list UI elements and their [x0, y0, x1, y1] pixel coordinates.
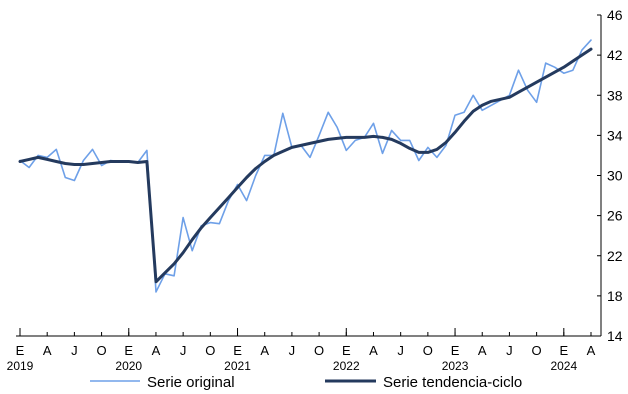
y-tick-label: 30	[607, 168, 623, 184]
x-tick-label: E	[16, 343, 25, 358]
y-tick-label: 34	[607, 127, 623, 143]
x-tick-label: O	[423, 343, 433, 358]
x-year-label: 2019	[7, 359, 34, 373]
x-tick-label: A	[260, 343, 269, 358]
x-year-label: 2020	[115, 359, 142, 373]
x-axis-ticks: E A J O E A J O E A J O E A J O E A J O E A 2019 2020 2021 2022 20…	[7, 328, 596, 373]
x-year-label: 2023	[442, 359, 469, 373]
x-tick-label: E	[451, 343, 460, 358]
x-tick-label: A	[587, 343, 596, 358]
x-tick-label: J	[71, 343, 78, 358]
x-tick-label: A	[152, 343, 161, 358]
x-tick-label: E	[342, 343, 351, 358]
x-tick-label: E	[124, 343, 133, 358]
x-tick-label: J	[289, 343, 296, 358]
x-tick-label: E	[559, 343, 568, 358]
x-year-label: 2024	[550, 359, 577, 373]
series-line-trend	[18, 47, 593, 284]
x-tick-label: J	[397, 343, 404, 358]
x-tick-label: O	[97, 343, 107, 358]
y-tick-label: 18	[607, 288, 623, 304]
x-tick-label: J	[180, 343, 187, 358]
y-tick-label: 42	[607, 47, 623, 63]
x-year-label: 2022	[333, 359, 360, 373]
x-tick-label: A	[43, 343, 52, 358]
x-tick-label: O	[532, 343, 542, 358]
x-tick-label: E	[233, 343, 242, 358]
series-layer	[18, 39, 593, 293]
y-tick-label: 22	[607, 248, 623, 264]
x-tick-label: A	[478, 343, 487, 358]
legend: Serie original Serie tendencia-ciclo	[90, 374, 522, 391]
legend-label-trend: Serie tendencia-ciclo	[383, 374, 522, 391]
y-tick-label: 14	[607, 328, 623, 344]
y-axis-ticks: 14 18 22 26 30 34 38 42 46	[597, 7, 623, 344]
x-tick-label: O	[314, 343, 324, 358]
y-tick-label: 46	[607, 7, 623, 23]
x-tick-label: O	[205, 343, 215, 358]
y-tick-label: 26	[607, 208, 623, 224]
legend-label-original: Serie original	[147, 374, 235, 391]
x-year-label: 2021	[224, 359, 251, 373]
x-tick-label: A	[369, 343, 378, 358]
y-tick-label: 38	[607, 87, 623, 103]
x-tick-label: J	[506, 343, 513, 358]
